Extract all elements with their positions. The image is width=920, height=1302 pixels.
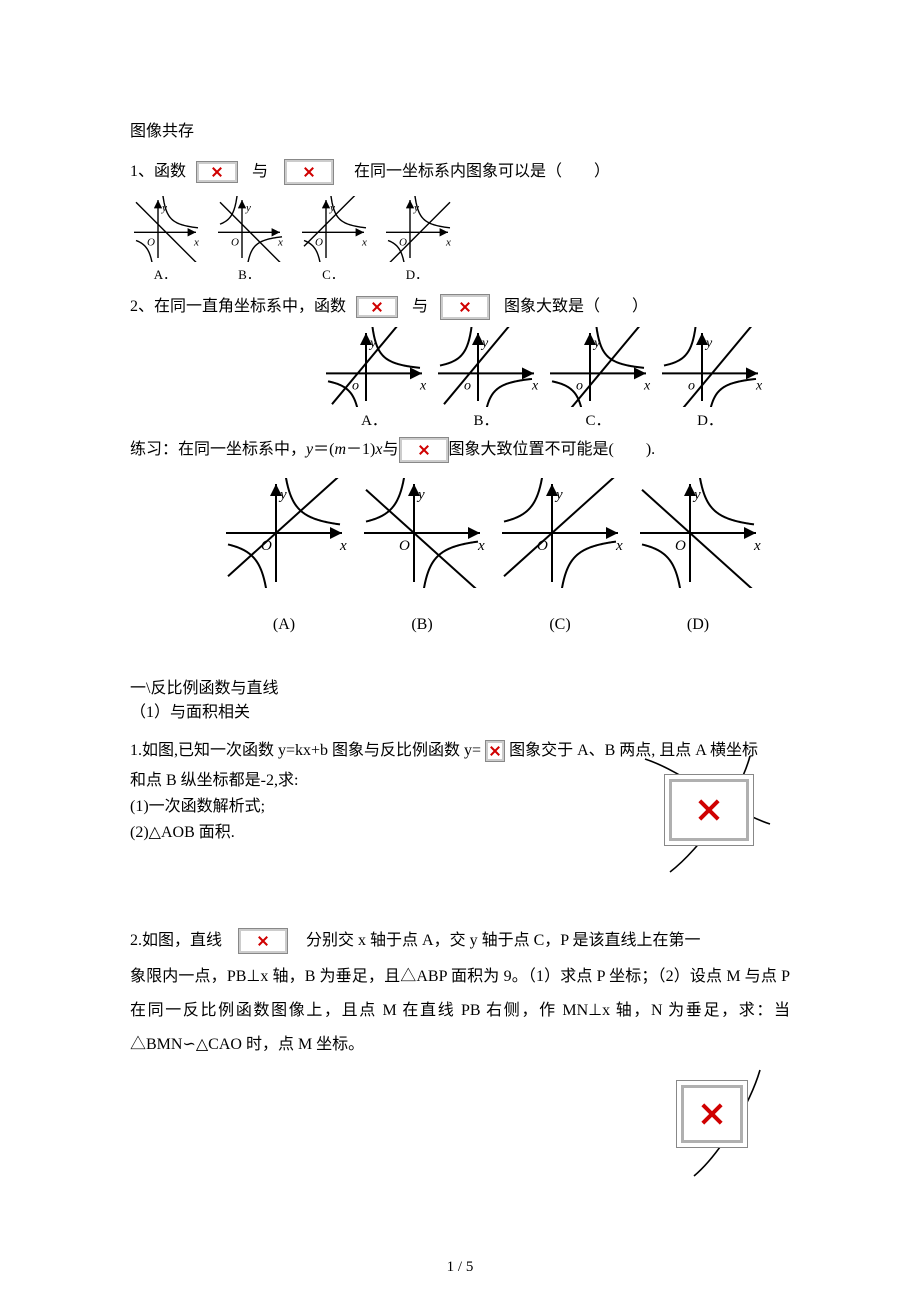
section-heading: 图像共存: [130, 116, 790, 148]
svg-text:x: x: [755, 378, 763, 393]
svg-text:y: y: [692, 487, 701, 503]
q3-mid2: 与: [382, 434, 398, 466]
q3-plot: xyO: [496, 478, 624, 588]
p2-l1b: 分别交 x 轴于点 A，交 y 轴于点 C，P 是该直线上在第一: [306, 922, 701, 960]
q1-suffix: 在同一坐标系内图象可以是（ ）: [354, 156, 610, 188]
q3-plot: x y O: [358, 478, 486, 588]
q2-prefix: 2、在同一直角坐标系中，函数: [130, 291, 346, 323]
p2-figure: [654, 1068, 790, 1180]
p2-para: 象限内一点，PB⊥x 轴，B 为垂足，且△ABP 面积为 9。（1）求点 P 坐…: [130, 960, 790, 1062]
q3-suffix: 图象大致位置不可能是( ).: [449, 434, 656, 466]
page-footer: 1 / 5: [0, 1259, 920, 1276]
svg-text:x: x: [531, 378, 539, 393]
q2-plot: x y o D．: [656, 327, 764, 430]
q3-plot: x y O: [634, 478, 762, 588]
p1-figure: [630, 754, 790, 876]
svg-text:O: O: [675, 538, 686, 554]
svg-text:y: y: [480, 336, 489, 351]
q1-mid: 与: [252, 156, 268, 188]
svg-text:y: y: [416, 487, 425, 503]
footer-text: 1 / 5: [447, 1259, 474, 1275]
svg-text:y: y: [278, 487, 287, 503]
q2-plot: x y o B．: [432, 327, 540, 430]
q1-prefix: 1、函数: [130, 156, 186, 188]
q2-suffix: 图象大致是（ ）: [504, 291, 648, 323]
q2-option-label: D．: [697, 409, 723, 430]
svg-text:O: O: [315, 236, 323, 248]
svg-text:x: x: [477, 538, 485, 554]
q1-option-label: C．: [322, 264, 344, 283]
q3-y: y: [306, 434, 313, 466]
q1-stem: 1、函数 与 在同一坐标系内图象可以是（ ）: [130, 156, 790, 188]
q2-stem: 2、在同一直角坐标系中，函数 与 图象大致是（ ）: [130, 291, 790, 323]
q3-option-label: (C): [496, 616, 624, 634]
broken-image-icon: [399, 437, 449, 463]
broken-image-icon: [238, 928, 288, 954]
q3-labels-row: (A) (B) (C) (D): [220, 616, 790, 634]
svg-text:o: o: [464, 378, 471, 393]
svg-text:O: O: [231, 236, 239, 248]
q2-option-label: A．: [361, 409, 387, 430]
svg-text:o: o: [352, 378, 359, 393]
broken-image-icon: [485, 740, 505, 762]
q3-stem: 练习：在同一坐标系中， y ＝( m －1) x 与 图象大致位置不可能是( )…: [130, 434, 790, 466]
q2-plots-row: xyoA．xyoB．xyoC．xyoD．: [320, 327, 790, 430]
svg-text:x: x: [361, 236, 367, 248]
svg-text:O: O: [399, 538, 410, 554]
q3-eq: ＝(: [313, 434, 334, 466]
svg-text:y: y: [554, 487, 563, 503]
q3-option-label: (A): [220, 616, 348, 634]
q3-rest: －1): [346, 434, 375, 466]
q3-plot: xyO: [220, 478, 348, 588]
q3-option-label: (D): [634, 616, 762, 634]
svg-text:o: o: [576, 378, 583, 393]
q2-option-label: C．: [585, 409, 610, 430]
broken-image-icon: [356, 296, 398, 318]
q1-plot: xyOC．: [298, 196, 368, 283]
p1-l1a: 1.如图,已知一次函数 y=kx+b 图象与反比例函数 y=: [130, 734, 481, 768]
heading-text: 图像共存: [130, 116, 194, 148]
q1-option-label: A．: [154, 264, 176, 283]
broken-image-icon: [440, 294, 490, 320]
q1-plots-row: xyOA．xyOB．xyOC．xyOD．: [130, 196, 790, 283]
section2-title: 一\反比例函数与直线: [130, 674, 790, 698]
section2-sub: （1）与面积相关: [130, 698, 790, 722]
q2-plot: xyoC．: [544, 327, 652, 430]
svg-text:x: x: [193, 236, 199, 248]
svg-text:x: x: [277, 236, 283, 248]
svg-text:x: x: [445, 236, 451, 248]
q2-plot: xyoA．: [320, 327, 428, 430]
content-area: 图像共存 1、函数 与 在同一坐标系内图象可以是（ ） xyOA．xyOB．xy…: [130, 116, 790, 1062]
svg-text:y: y: [704, 336, 713, 351]
svg-text:y: y: [245, 202, 251, 214]
broken-image-icon: [196, 161, 238, 183]
p2-line1: 2.如图，直线 分别交 x 轴于点 A，交 y 轴于点 C，P 是该直线上在第一: [130, 922, 790, 960]
q1-option-label: B．: [238, 264, 260, 283]
svg-text:x: x: [753, 538, 761, 554]
svg-text:o: o: [688, 378, 695, 393]
q2-mid: 与: [412, 291, 428, 323]
q3-prefix: 练习：在同一坐标系中，: [130, 434, 306, 466]
q1-plot: xyOA．: [130, 196, 200, 283]
broken-image-icon: [664, 774, 754, 846]
svg-text:x: x: [643, 378, 651, 393]
q1-option-label: D．: [406, 264, 428, 283]
svg-text:O: O: [147, 236, 155, 248]
svg-text:x: x: [339, 538, 347, 554]
q3-m: m: [334, 434, 346, 466]
page: 图像共存 1、函数 与 在同一坐标系内图象可以是（ ） xyOA．xyOB．xy…: [0, 0, 920, 1302]
q3-plots-row: xyOxyOxyOxyO: [220, 478, 790, 588]
q3-option-label: (B): [358, 616, 486, 634]
q1-plot: x y O B．: [214, 196, 284, 283]
q2-option-label: B．: [473, 409, 498, 430]
broken-image-icon: [676, 1080, 748, 1148]
svg-text:x: x: [419, 378, 427, 393]
q1-plot: xyOD．: [382, 196, 452, 283]
svg-text:x: x: [615, 538, 623, 554]
q3-x: x: [375, 434, 382, 466]
broken-image-icon: [284, 159, 334, 185]
p2-l1a: 2.如图，直线: [130, 922, 222, 960]
